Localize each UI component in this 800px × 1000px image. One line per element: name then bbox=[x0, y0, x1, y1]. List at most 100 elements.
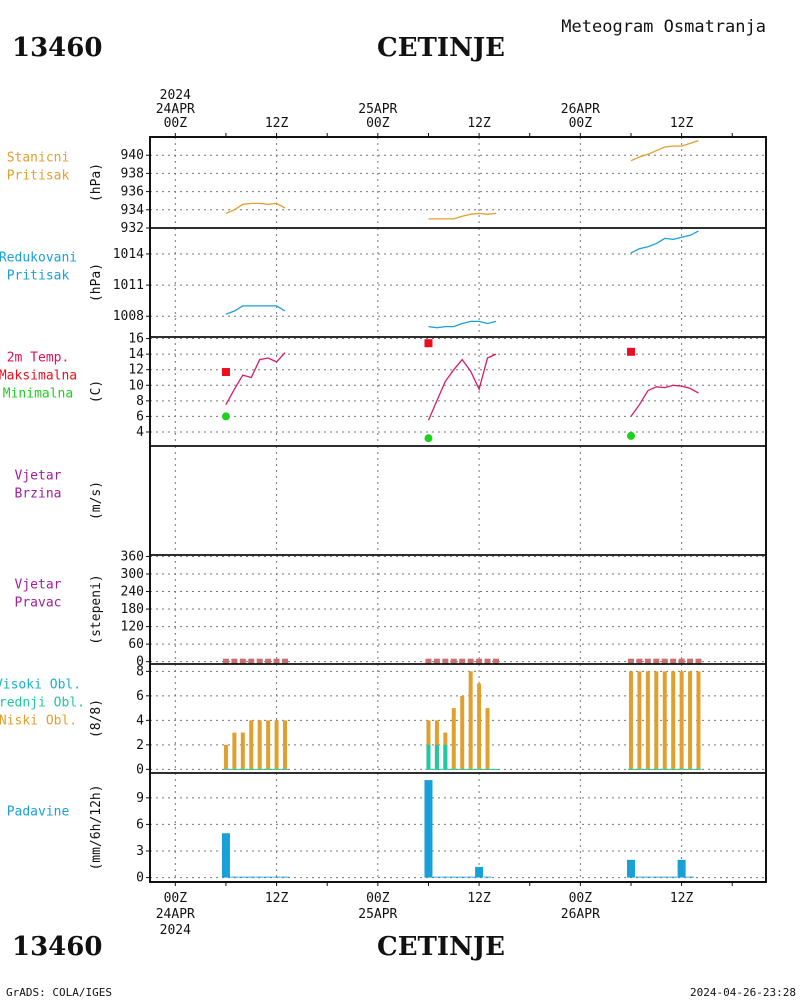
y-axis-label: (hPa) bbox=[89, 263, 104, 302]
y-tick-label: 938 bbox=[121, 166, 144, 181]
y-tick-label: 0 bbox=[136, 871, 144, 886]
time-label-bottom: 00Z bbox=[366, 891, 390, 906]
cloud-bar bbox=[451, 708, 456, 770]
series-line-station_pressure bbox=[225, 202, 286, 214]
cloud-bar bbox=[434, 744, 439, 770]
panel-label-line: Pritisak bbox=[7, 169, 70, 184]
panel-label-line: Maksimalna bbox=[0, 369, 77, 384]
wind-direction-marker bbox=[492, 658, 499, 665]
y-axis-label: (stepeni) bbox=[89, 574, 104, 644]
cloud-bar bbox=[443, 744, 448, 770]
panel-label-line: 2m Temp. bbox=[7, 351, 70, 366]
precip-bar bbox=[230, 876, 239, 878]
panel-frame bbox=[149, 445, 767, 556]
y-tick-label: 8 bbox=[136, 664, 144, 679]
time-label-bottom: 24APR bbox=[156, 907, 195, 922]
wind-direction-marker bbox=[265, 658, 272, 665]
precip-bar bbox=[238, 876, 247, 878]
time-label-bottom: 12Z bbox=[670, 891, 694, 906]
precip-bar bbox=[686, 876, 695, 878]
precip-bar bbox=[483, 876, 492, 878]
precip-bar bbox=[221, 833, 230, 878]
y-tick-label: 936 bbox=[121, 185, 144, 200]
y-tick-label: 1014 bbox=[113, 247, 144, 262]
series-line-reduced_pressure bbox=[225, 305, 286, 315]
series-line-reduced_pressure bbox=[428, 320, 497, 329]
cloud-bar bbox=[485, 708, 490, 770]
wind-direction-marker bbox=[636, 658, 643, 665]
precip-bar bbox=[466, 876, 475, 878]
panel-label-line: Brzina bbox=[15, 487, 62, 502]
time-label-bottom: 00Z bbox=[164, 891, 188, 906]
time-label-bottom: 12Z bbox=[467, 891, 491, 906]
time-label-top: 12Z bbox=[467, 116, 491, 131]
y-tick-label: 60 bbox=[128, 637, 144, 652]
panel-label-line: Padavine bbox=[7, 805, 70, 820]
wind-direction-marker bbox=[644, 658, 651, 665]
panel-label-line: Stanicni bbox=[7, 151, 70, 166]
precip-bar bbox=[677, 859, 686, 878]
cloud-bar bbox=[477, 683, 482, 770]
y-tick-label: 1008 bbox=[113, 309, 144, 324]
wind-direction-marker bbox=[222, 658, 229, 665]
precip-bar bbox=[643, 876, 652, 878]
cloud-bar bbox=[688, 671, 693, 770]
precip-bar bbox=[626, 859, 635, 878]
precip-bar bbox=[660, 876, 669, 878]
y-tick-label: 360 bbox=[121, 549, 144, 564]
y-tick-label: 16 bbox=[128, 332, 144, 347]
precip-bar bbox=[255, 876, 264, 878]
series-line-station_pressure bbox=[428, 212, 497, 220]
station-name-bottom: CETINJE bbox=[377, 932, 505, 962]
wind-direction-marker bbox=[670, 658, 677, 665]
y-axis-label: (hPa) bbox=[89, 163, 104, 202]
precip-bar bbox=[247, 876, 256, 878]
wind-direction-marker bbox=[282, 658, 289, 665]
time-label-top: 12Z bbox=[670, 116, 694, 131]
wind-direction-marker bbox=[425, 658, 432, 665]
cloud-bar bbox=[645, 671, 650, 770]
y-tick-label: 240 bbox=[121, 585, 144, 600]
cloud-bar bbox=[468, 671, 473, 770]
max-temp-marker bbox=[221, 368, 230, 377]
cloud-bar bbox=[232, 732, 237, 770]
wind-direction-marker bbox=[248, 658, 255, 665]
wind-direction-marker bbox=[459, 658, 466, 665]
timestamp-text: 2024-04-26-23:28 bbox=[690, 986, 796, 999]
wind-direction-marker bbox=[442, 658, 449, 665]
y-tick-label: 180 bbox=[121, 602, 144, 617]
panel-label-line: Pritisak bbox=[7, 269, 70, 284]
panel-reduced_pressure: 1008 1011 1014 (hPa) Redukovani Pritisak bbox=[0, 227, 767, 338]
panel-frame bbox=[149, 336, 767, 447]
min-temp-marker bbox=[221, 412, 230, 421]
time-label-bottom: 12Z bbox=[265, 891, 289, 906]
station-id-top: 13460 bbox=[12, 33, 102, 63]
wind-direction-marker bbox=[467, 658, 474, 665]
series-line-temperature bbox=[427, 353, 497, 421]
outer-frame bbox=[149, 136, 767, 883]
y-axis-label: (8/8) bbox=[89, 699, 104, 738]
y-tick-label: 1011 bbox=[113, 278, 144, 293]
precip-bar bbox=[458, 876, 467, 878]
time-label-bottom: 25APR bbox=[358, 907, 397, 922]
precip-bar bbox=[669, 876, 678, 878]
y-tick-label: 14 bbox=[128, 347, 144, 362]
cloud-bar bbox=[240, 732, 245, 770]
wind-direction-marker bbox=[450, 658, 457, 665]
precip-bar bbox=[449, 876, 458, 878]
time-label-top: 2024 bbox=[160, 88, 191, 103]
wind-direction-marker bbox=[433, 658, 440, 665]
precip-bar bbox=[441, 876, 450, 878]
panel-wind_direction: 0 60 120 180 240 300 360 (stepeni) Vjetar Pravac bbox=[15, 549, 767, 670]
wind-direction-marker bbox=[239, 658, 246, 665]
panel-label-line: Minimalna bbox=[3, 387, 73, 402]
cloud-bar bbox=[257, 720, 262, 770]
panel-label-line: Niski Obl. bbox=[0, 714, 77, 729]
y-tick-label: 4 bbox=[136, 425, 144, 440]
wind-direction-marker bbox=[231, 658, 238, 665]
panel-wind_speed: (m/s) Vjetar Brzina bbox=[15, 445, 767, 556]
time-label-top: 25APR bbox=[358, 102, 397, 117]
